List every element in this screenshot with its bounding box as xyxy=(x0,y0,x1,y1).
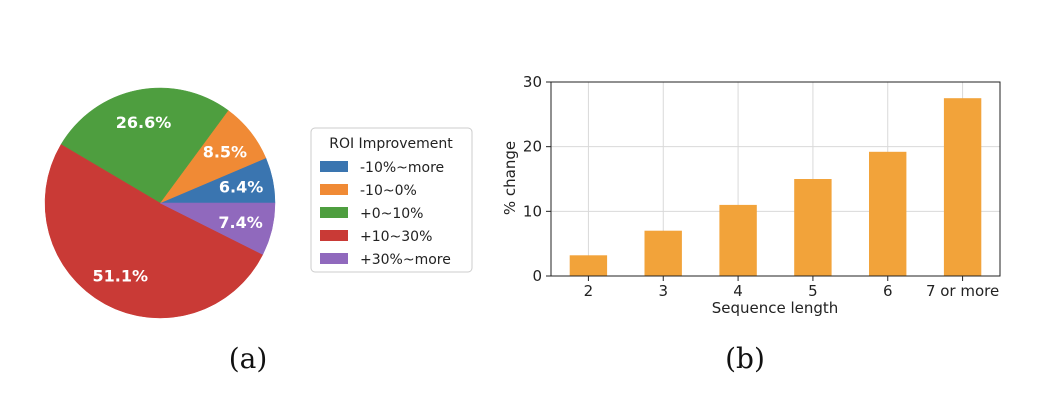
y-tick-label: 10 xyxy=(523,202,542,220)
pie-slice-labels: 6.4% 8.5% 26.6% 51.1% 7.4% xyxy=(93,113,264,286)
bar-5 xyxy=(794,179,832,276)
x-tick-label: 5 xyxy=(808,282,818,300)
caption-a: (a) xyxy=(229,342,268,375)
y-axis-label: % change xyxy=(501,141,519,215)
legend-label: +30%~more xyxy=(360,252,451,268)
bar-2 xyxy=(569,255,608,276)
legend-swatch-0-10 xyxy=(320,207,348,218)
legend-label: +0~10% xyxy=(360,206,424,222)
bar-6 xyxy=(869,151,907,276)
pie-legend: ROI Improvement -10%~more -10~0% +0~10% +10… xyxy=(310,127,473,273)
x-tick-label: 6 xyxy=(883,282,893,300)
pie-slice-label: 6.4% xyxy=(219,178,263,197)
legend-label: -10%~more xyxy=(360,160,444,176)
legend-title: ROI Improvement xyxy=(329,136,453,152)
x-axis-label: Sequence length xyxy=(712,299,839,317)
bar-chart-panel: 0 10 20 30 2 3 4 5 6 7 or more Sequence length %… xyxy=(501,73,1001,317)
legend-swatch-10-more xyxy=(320,161,348,172)
pie-slice-30-more xyxy=(159,202,276,255)
legend-frame xyxy=(310,127,473,273)
x-tick-label: 7 or more xyxy=(926,282,999,300)
y-axis-ticks: 0 10 20 30 xyxy=(523,73,551,285)
legend-items: -10%~more -10~0% +0~10% +10~30% +30%~more xyxy=(320,160,451,268)
plot-frame xyxy=(550,81,1001,277)
y-tick-label: 20 xyxy=(523,138,542,156)
pie-slice-label: 51.1% xyxy=(93,267,149,286)
x-tick-label: 3 xyxy=(658,282,668,300)
pie-chart-panel: 6.4% 8.5% 26.6% 51.1% 7.4% xyxy=(44,87,276,319)
pie-slices xyxy=(44,87,276,319)
bar-chart-grid xyxy=(551,81,1000,277)
pie-slice-label: 26.6% xyxy=(116,113,172,132)
pie-slice-label: 8.5% xyxy=(203,143,247,162)
y-tick-label: 30 xyxy=(523,73,542,91)
bar-3 xyxy=(644,230,682,276)
caption-b: (b) xyxy=(725,342,765,375)
pie-slice-label: 7.4% xyxy=(218,213,262,232)
pie-slice-0-10 xyxy=(60,87,229,204)
bar-7-or-more xyxy=(943,98,982,276)
bar-chart-bars xyxy=(569,98,982,276)
pie-slice-10-30 xyxy=(44,144,264,319)
legend-label: +10~30% xyxy=(360,229,432,245)
bar-4 xyxy=(719,204,757,276)
legend-label: -10~0% xyxy=(360,183,417,199)
legend-swatch-30-more xyxy=(320,253,348,264)
x-tick-label: 2 xyxy=(584,282,594,300)
legend-swatch-10-30 xyxy=(320,230,348,241)
legend-swatch-10-0 xyxy=(320,184,348,195)
y-tick-label: 0 xyxy=(532,267,542,285)
x-axis-ticks: 2 3 4 5 6 7 or more xyxy=(584,276,999,300)
x-tick-label: 4 xyxy=(733,282,743,300)
